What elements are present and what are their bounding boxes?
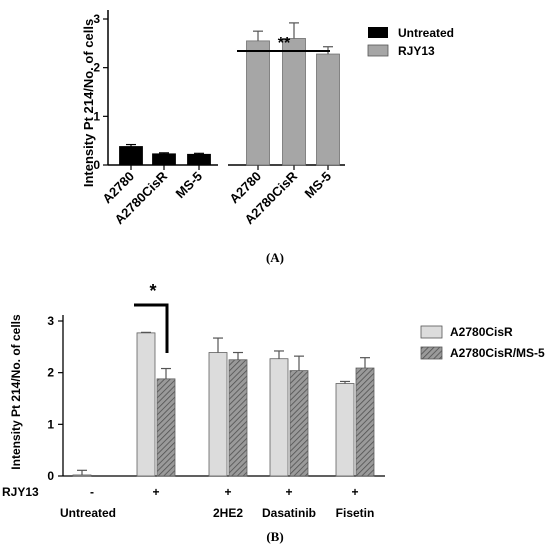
bar-rjy13-ms-5 — [316, 53, 340, 166]
legend-a: Untreated RJY13 — [367, 26, 454, 58]
x-label-b-dasatinib: Dasatinib — [262, 506, 316, 520]
significance-b: * — [134, 281, 169, 353]
significance-a: ** — [237, 35, 330, 52]
bar-a2780cisr-dasatinib — [269, 358, 289, 477]
bar-a2780cisr-ms-5-2he2 — [228, 359, 248, 477]
bar-a2780cisr-group-2 — [136, 332, 156, 477]
bar-rjy13-a2780 — [246, 40, 270, 166]
bars-a — [119, 22, 340, 166]
panel-b: Intensity Pt 214/No. of cells 0 1 2 3 * RJY… — [2, 281, 545, 544]
bar-untreated-a2780cisr — [152, 153, 176, 166]
bar-a2780cisr-2he2 — [208, 352, 228, 477]
bar-a2780cisr-ms-5-group-2 — [156, 378, 176, 477]
x-label-b-2he2: 2HE2 — [213, 506, 243, 520]
significance-label-a: ** — [278, 35, 291, 52]
y-tick-label-b: 1 — [47, 417, 54, 431]
legend-label-a2780cisr-ms5: A2780CisR/MS-5 — [450, 346, 545, 360]
legend-swatch-rjy13 — [367, 44, 389, 57]
bar-a2780cisr-ms-5-fisetin — [355, 367, 375, 477]
treatment-sign-1: - — [90, 485, 94, 499]
legend-b: A2780CisR A2780CisR/MS-5 — [420, 325, 545, 360]
bar-a2780cisr-untreated — [72, 474, 92, 477]
treatment-sign-3: + — [224, 485, 231, 499]
legend-swatch-a2780cisr — [420, 325, 443, 339]
y-tick-label-a: 1 — [93, 109, 100, 123]
panel-label-a: (A) — [266, 250, 284, 265]
y-tick-label-a: 0 — [93, 158, 100, 172]
bar-a2780cisr-fisetin — [335, 383, 355, 477]
treatment-sign-5: + — [351, 485, 358, 499]
legend-label-a2780cisr: A2780CisR — [450, 325, 513, 339]
bar-untreated-ms-5 — [187, 153, 211, 166]
bars-b — [72, 331, 375, 477]
panel-a: Intensity Pt 214/No. of cells 0 1 2 3 A2780… — [81, 10, 454, 265]
axes-b: 0 1 2 3 — [47, 314, 385, 483]
x-tick-label-a-ms-5: MS-5 — [173, 169, 206, 202]
significance-bracket-b — [134, 303, 169, 353]
panel-label-b: (B) — [266, 529, 283, 544]
legend-swatch-a2780cisr-ms5 — [420, 346, 443, 360]
treatment-sign-2: + — [152, 485, 159, 499]
x-tick-label-a-ms-5: MS-5 — [302, 169, 335, 202]
y-tick-label-b: 0 — [47, 469, 54, 483]
bar-untreated-a2780 — [119, 146, 143, 166]
x-labels-b: - Untreated + +2HE2 + Dasatinib + Fisetin — [60, 485, 374, 520]
legend-label-rjy13: RJY13 — [398, 44, 435, 58]
treatment-sign-4: + — [285, 485, 292, 499]
y-tick-label-a: 3 — [93, 12, 100, 26]
bar-rjy13-a2780cisr — [282, 38, 306, 166]
row-label-rjy13: RJY13 — [2, 485, 39, 499]
legend-swatch-untreated — [368, 27, 388, 38]
significance-label-b: * — [149, 281, 156, 301]
y-tick-label-a: 2 — [93, 61, 100, 75]
x-label-b-fisetin: Fisetin — [336, 506, 375, 520]
y-tick-label-b: 3 — [47, 314, 54, 328]
bar-a2780cisr-ms-5-dasatinib — [289, 370, 309, 477]
y-axis-label-a: Intensity Pt 214/No. of cells — [81, 19, 96, 187]
x-label-b-untreated: Untreated — [60, 506, 116, 520]
y-tick-label-b: 2 — [47, 366, 54, 380]
legend-label-untreated: Untreated — [398, 26, 454, 40]
y-axis-label-b: Intensity Pt 214/No. of cells — [9, 314, 23, 470]
